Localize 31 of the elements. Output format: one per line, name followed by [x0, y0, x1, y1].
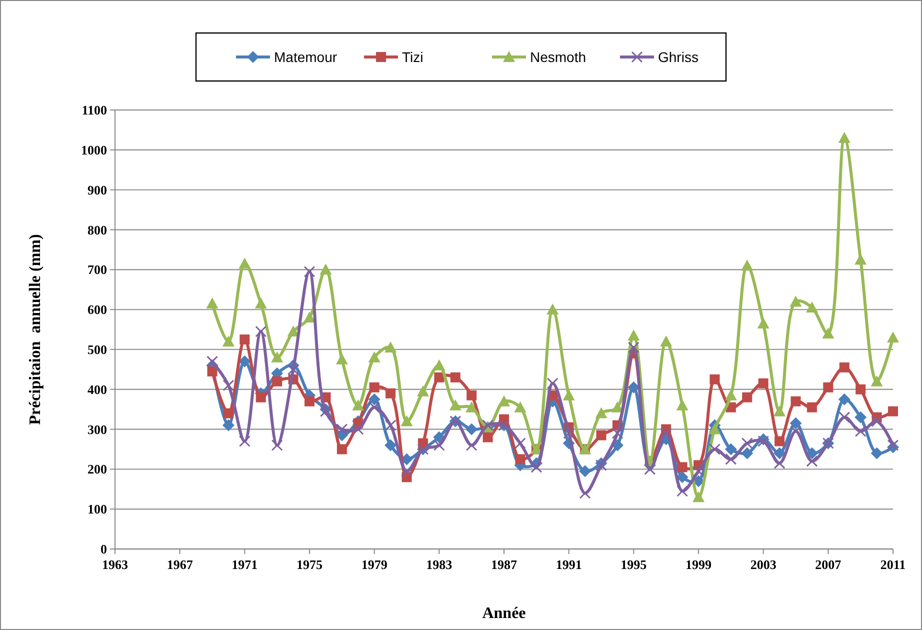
y-tick-label: 600	[88, 302, 107, 318]
y-tick-label: 700	[88, 262, 107, 278]
x-tick-label: 2011	[880, 557, 906, 572]
y-tick-label: 1100	[82, 102, 107, 118]
x-axis-title: Année	[482, 605, 526, 622]
legend-label: Tizi	[402, 48, 424, 65]
x-tick-label: 1971	[232, 557, 258, 572]
y-tick-label: 100	[88, 502, 107, 517]
y-tick-label: 300	[88, 422, 107, 437]
y-tick-label: 200	[88, 462, 107, 477]
y-tick-label: 800	[88, 222, 107, 238]
x-tick-label: 2003	[750, 557, 777, 572]
x-tick-label: 1983	[426, 557, 453, 572]
legend-label: Matemour	[274, 48, 338, 65]
x-tick-label: 1975	[296, 557, 323, 572]
x-tick-label: 1999	[686, 557, 712, 572]
y-tick-label: 1000	[81, 142, 107, 158]
y-tick-label: 0	[100, 542, 107, 557]
legend-label: Nesmoth	[530, 48, 586, 65]
x-tick-label: 1963	[102, 557, 128, 572]
x-tick-label: 2007	[815, 557, 842, 572]
x-tick-label: 1979	[361, 557, 388, 572]
x-tick-label: 1987	[491, 557, 518, 572]
y-tick-label: 400	[88, 382, 107, 397]
x-tick-label: 1995	[620, 557, 648, 572]
y-axis-title: Précipitaion annuelle (mm)	[27, 234, 44, 425]
x-tick-label: 1967	[166, 557, 194, 572]
y-tick-label: 900	[88, 182, 107, 198]
y-tick-label: 500	[88, 342, 107, 358]
legend-label: Ghriss	[658, 48, 698, 65]
x-tick-label: 1991	[556, 557, 582, 572]
